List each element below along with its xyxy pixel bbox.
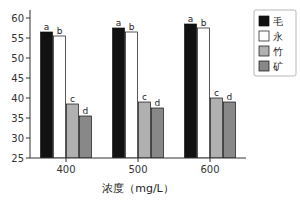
legend: 毛永竹矿 [254, 10, 296, 76]
y-tick [26, 98, 30, 99]
annotation: d [155, 98, 161, 108]
bars [41, 24, 236, 158]
annotations: aaabbbcccddd [44, 14, 232, 116]
y-tick [26, 158, 30, 159]
x-tick [66, 158, 67, 162]
bar [41, 32, 53, 158]
bar [54, 36, 66, 158]
y-tick-label: 30 [11, 133, 24, 144]
annotation: a [116, 18, 122, 28]
annotation: d [83, 106, 89, 116]
x-tick-label: 500 [128, 164, 147, 175]
annotation: d [227, 92, 233, 102]
bar [67, 104, 79, 158]
y-tick [26, 118, 30, 119]
y-tick-label: 35 [11, 113, 24, 124]
y-tick [26, 78, 30, 79]
legend-label: 永 [273, 31, 283, 42]
y-tick [26, 58, 30, 59]
legend-label: 竹 [273, 46, 283, 57]
y-tick-label: 60 [11, 13, 24, 24]
annotation: a [44, 22, 50, 32]
y-tick [26, 138, 30, 139]
legend-label: 矿 [272, 61, 283, 72]
chart: 2530354045505560aaabbbcccddd400500600浓度（… [0, 0, 300, 200]
legend-label: 毛 [273, 16, 283, 27]
legend-frame [254, 10, 296, 76]
y-tick [26, 18, 30, 19]
legend-swatch [259, 16, 269, 26]
y-tick-label: 55 [11, 33, 24, 44]
y-tick-label: 45 [11, 73, 24, 84]
annotation: c [70, 94, 75, 104]
x-tick-label: 400 [56, 164, 75, 175]
annotation: c [142, 92, 147, 102]
x-tick [138, 158, 139, 162]
bar [185, 24, 197, 158]
annotation: a [188, 14, 194, 24]
annotation: b [129, 22, 135, 32]
y-tick-label: 40 [11, 93, 24, 104]
bar [223, 102, 235, 158]
bar [126, 32, 138, 158]
annotation: b [201, 18, 207, 28]
y-axis [30, 10, 31, 158]
legend-swatch [259, 61, 269, 71]
y-tick-label: 50 [11, 53, 24, 64]
x-tick-label: 600 [200, 164, 219, 175]
bar [211, 98, 223, 158]
x-axis-label: 浓度（mg/L） [102, 182, 174, 195]
bar [79, 116, 91, 158]
legend-swatch [259, 31, 269, 41]
y-tick-label: 25 [11, 153, 24, 164]
x-tick [210, 158, 211, 162]
y-tick [26, 38, 30, 39]
bar [113, 28, 125, 158]
legend-swatch [259, 46, 269, 56]
bar [151, 108, 163, 158]
bar [198, 28, 210, 158]
annotation: b [57, 26, 63, 36]
annotation: c [214, 88, 219, 98]
bar [139, 102, 151, 158]
